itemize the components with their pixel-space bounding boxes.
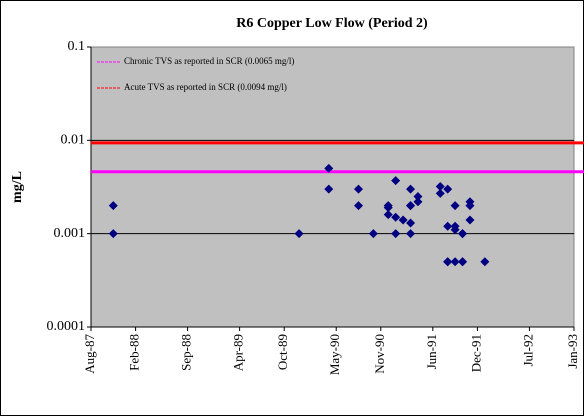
data-point: [435, 182, 445, 192]
x-tick-label: Jan-93: [565, 334, 580, 369]
data-point: [458, 257, 468, 267]
x-tick-label: Aug-87: [82, 334, 97, 374]
data-point: [391, 176, 401, 186]
y-axis-label: mg/L: [10, 171, 25, 203]
x-tick-label: Nov-90: [372, 334, 387, 374]
data-point: [354, 201, 364, 211]
plot-area: [90, 46, 575, 328]
data-point: [324, 163, 334, 173]
data-point: [443, 257, 453, 267]
data-point: [108, 229, 118, 239]
x-tick-label: Sep-88: [179, 334, 194, 371]
data-point: [450, 225, 460, 235]
data-point: [406, 184, 416, 194]
data-point: [406, 201, 416, 211]
data-point: [406, 229, 416, 239]
data-point: [413, 192, 423, 202]
data-point: [368, 229, 378, 239]
data-point: [458, 229, 468, 239]
data-point: [450, 201, 460, 211]
y-tick-label: 0.001: [54, 226, 86, 241]
data-point: [413, 197, 423, 207]
data-point: [450, 257, 460, 267]
data-point: [465, 215, 475, 225]
data-point: [294, 229, 304, 239]
y-tick-label: 0.01: [61, 133, 86, 148]
x-tick-label: Dec-91: [468, 334, 483, 372]
x-tick-label: Jun-91: [424, 334, 439, 369]
data-point: [108, 201, 118, 211]
legend-label: Acute TVS as reported in SCR (0.0094 mg/…: [124, 82, 287, 92]
data-point: [465, 201, 475, 211]
chart-title: R6 Copper Low Flow (Period 2): [236, 16, 428, 31]
data-point: [354, 184, 364, 194]
data-point: [480, 257, 490, 267]
data-point: [383, 210, 393, 220]
data-point: [391, 212, 401, 222]
x-tick-label: Oct-89: [275, 334, 290, 370]
x-tick-label: Jul-92: [520, 334, 535, 367]
y-tick-label: 0.1: [68, 39, 86, 54]
data-point: [324, 184, 334, 194]
x-tick-label: Feb-88: [127, 334, 142, 371]
data-point: [383, 203, 393, 213]
data-point: [398, 215, 408, 225]
x-tick-label: May-90: [327, 334, 342, 375]
data-point: [435, 188, 445, 198]
data-point: [443, 184, 453, 194]
data-point: [391, 229, 401, 239]
y-tick-label: 0.0001: [47, 319, 86, 334]
x-tick-label: Apr-89: [231, 334, 246, 371]
data-point: [443, 221, 453, 231]
legend-label: Chronic TVS as reported in SCR (0.0065 m…: [124, 56, 294, 66]
data-point: [406, 218, 416, 228]
